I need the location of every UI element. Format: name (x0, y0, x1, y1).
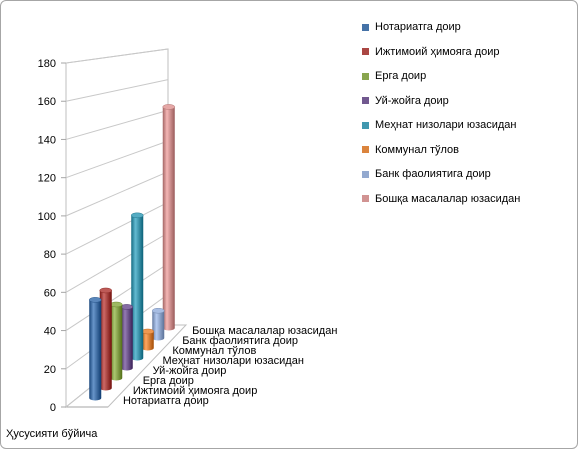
gridline (65, 48, 169, 64)
gridline (65, 201, 169, 255)
legend-item: Бошқа масалалар юзасидан (362, 187, 572, 212)
legend-swatch (362, 195, 369, 203)
x-axis-title: Ҳусусияти бўйича (6, 428, 98, 440)
legend-item: Банк фаолиятига доир (362, 162, 572, 187)
y-tick-label: 60 (44, 287, 56, 299)
y-tick-label: 160 (38, 96, 56, 108)
legend-label: Меҳнат низолари юзасидан (375, 119, 517, 132)
y-tick-label: 140 (38, 134, 56, 146)
y-tick-label: 180 (38, 58, 56, 70)
y-tick-label: 40 (44, 326, 56, 338)
y-tick-label: 100 (38, 211, 56, 223)
bar (99, 287, 112, 391)
legend-label: Банк фаолиятига доир (375, 168, 491, 181)
bar (152, 307, 165, 341)
y-tick-label: 20 (44, 364, 56, 376)
category-label: Бошқа масалалар юзасидан (192, 325, 337, 337)
legend-label: Ижтимоий ҳимояга доир (375, 45, 500, 58)
category-label: Ижтимоий ҳимояга доир (133, 385, 258, 397)
legend-item: Меҳнат низолари юзасидан (362, 113, 572, 138)
gridline (65, 140, 169, 179)
bar (131, 212, 144, 361)
legend-item: Коммунал тўлов (362, 138, 572, 163)
legend: Нотариатга доир Ижтимоий ҳимояга доир Ерга… (362, 15, 572, 211)
bar (89, 297, 102, 401)
category-label: Уй-жойга доир (153, 365, 227, 377)
bar (141, 328, 154, 351)
y-tick-label: 0 (50, 402, 56, 414)
gridline (65, 263, 169, 331)
bar (110, 301, 123, 381)
gridline (65, 232, 169, 293)
gridline (65, 171, 169, 217)
legend-swatch (362, 23, 369, 31)
y-tick-label: 80 (44, 249, 56, 261)
legend-item: Нотариатга доир (362, 15, 572, 40)
legend-swatch (362, 146, 369, 154)
category-label: Нотариатга доир (123, 395, 209, 407)
category-label: Меҳнат низолари юзасидан (162, 355, 304, 367)
category-label: Ерга доир (143, 375, 194, 387)
legend-item: Ерга доир (362, 64, 572, 89)
legend-label: Нотариатга доир (375, 21, 461, 34)
legend-item: Уй-жойга доир (362, 89, 572, 114)
legend-label: Бошқа масалалар юзасидан (375, 192, 521, 205)
legend-label: Коммунал тўлов (375, 143, 459, 156)
legend-label: Уй-жойга доир (375, 94, 449, 107)
legend-swatch (362, 48, 369, 56)
legend-swatch (362, 72, 369, 80)
legend-item: Ижтимоий ҳимояга доир (362, 40, 572, 65)
category-label: Коммунал тўлов (172, 345, 256, 357)
legend-swatch (362, 97, 369, 105)
gridline (65, 79, 169, 102)
legend-label: Ерга доир (375, 70, 427, 83)
category-label: Банк фаолиятига доир (182, 335, 298, 347)
bar (162, 104, 175, 331)
y-tick-label: 120 (38, 173, 56, 185)
legend-swatch (362, 121, 369, 129)
legend-swatch (362, 170, 369, 178)
gridline (65, 109, 169, 140)
bar (120, 304, 133, 371)
